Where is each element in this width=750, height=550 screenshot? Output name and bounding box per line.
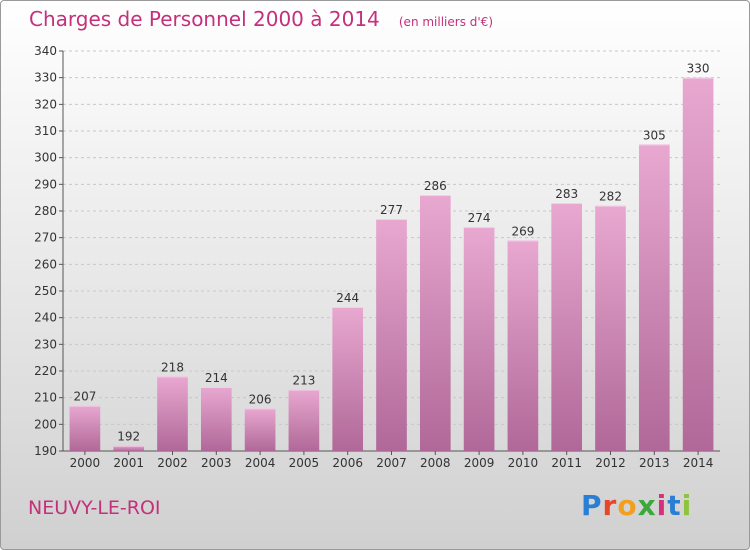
x-tick-label-2000: 2000 xyxy=(70,456,101,470)
data-label-2012: 282 xyxy=(599,190,622,204)
x-tick-label-2003: 2003 xyxy=(201,456,232,470)
chart-subtitle: (en milliers d'€) xyxy=(398,15,493,29)
title-row: Charges de Personnel 2000 à 2014 (en mil… xyxy=(29,7,493,31)
bar-2004 xyxy=(244,408,276,451)
data-label-2000: 207 xyxy=(73,390,96,404)
logo-letter: i xyxy=(681,489,693,522)
y-tick-label: 280 xyxy=(34,204,57,218)
y-tick-label: 220 xyxy=(34,364,57,378)
bar-2001 xyxy=(113,445,145,451)
bar-2014 xyxy=(682,77,714,452)
y-tick-label: 310 xyxy=(34,124,57,138)
x-tick-label-2007: 2007 xyxy=(376,456,407,470)
y-tick-label: 230 xyxy=(34,337,57,351)
x-tick-label-2013: 2013 xyxy=(639,456,670,470)
data-label-2004: 206 xyxy=(249,392,272,406)
data-label-2002: 218 xyxy=(161,360,184,374)
data-label-2007: 277 xyxy=(380,203,403,217)
x-tick-label-2009: 2009 xyxy=(464,456,495,470)
chart-title: Charges de Personnel 2000 à 2014 xyxy=(29,7,380,31)
y-tick-label: 250 xyxy=(34,284,57,298)
x-tick-label-2005: 2005 xyxy=(289,456,320,470)
bar-2012 xyxy=(595,205,626,451)
data-label-2008: 286 xyxy=(424,179,447,193)
data-label-2013: 305 xyxy=(643,128,666,142)
data-label-2014: 330 xyxy=(687,62,710,76)
x-tick-label-2014: 2014 xyxy=(683,456,714,470)
y-tick-label: 300 xyxy=(34,151,57,165)
labels: 190 200 210 220 230 240 250 260 270 280 290 300 310 3… xyxy=(34,44,713,470)
x-tick-label-2008: 2008 xyxy=(420,456,451,470)
data-label-2009: 274 xyxy=(468,211,491,225)
y-tick-label: 330 xyxy=(34,71,57,85)
y-tick-label: 340 xyxy=(34,44,57,58)
bar-2002 xyxy=(157,376,188,451)
logo-letter: t xyxy=(667,489,682,522)
y-tick-label: 270 xyxy=(34,231,57,245)
bar-2003 xyxy=(200,387,232,451)
data-label-2001: 192 xyxy=(117,430,140,444)
data-label-2010: 269 xyxy=(511,224,534,238)
x-tick-label-2011: 2011 xyxy=(551,456,582,470)
data-label-2005: 213 xyxy=(292,374,315,388)
y-tick-label: 290 xyxy=(34,177,57,191)
bar-2008 xyxy=(419,195,451,451)
logo-letter: P xyxy=(581,489,603,522)
y-tick-label: 210 xyxy=(34,391,57,405)
logo-letter: i xyxy=(656,489,668,522)
x-tick-label-2010: 2010 xyxy=(508,456,539,470)
commune-name: NEUVY-LE-ROI xyxy=(28,497,161,519)
x-tick-label-2004: 2004 xyxy=(245,456,276,470)
bar-2010 xyxy=(507,240,539,451)
bar-2006 xyxy=(332,307,364,451)
proxiti-logo: Proxiti xyxy=(581,489,692,522)
bar-2000 xyxy=(69,405,101,451)
data-label-2003: 214 xyxy=(205,371,228,385)
y-tick-label: 260 xyxy=(34,257,57,271)
bar-2007 xyxy=(376,219,407,451)
data-label-2011: 283 xyxy=(555,187,578,201)
logo-letter: r xyxy=(602,489,618,522)
x-tick-label-2006: 2006 xyxy=(332,456,363,470)
bar-2013 xyxy=(638,144,670,452)
bar-2011 xyxy=(551,203,583,451)
bars xyxy=(69,77,714,452)
logo-letter: o xyxy=(617,489,638,522)
bar-2005 xyxy=(288,389,320,451)
data-label-2006: 244 xyxy=(336,291,359,305)
logo-letter: x xyxy=(637,489,657,522)
x-tick-label-2012: 2012 xyxy=(595,456,626,470)
y-tick-label: 240 xyxy=(34,311,57,325)
x-tick-label-2001: 2001 xyxy=(113,456,144,470)
x-tick-label-2002: 2002 xyxy=(157,456,188,470)
y-tick-label: 200 xyxy=(34,417,57,431)
y-tick-label: 320 xyxy=(34,97,57,111)
bar-2009 xyxy=(463,227,495,451)
y-tick-label: 190 xyxy=(34,444,57,458)
